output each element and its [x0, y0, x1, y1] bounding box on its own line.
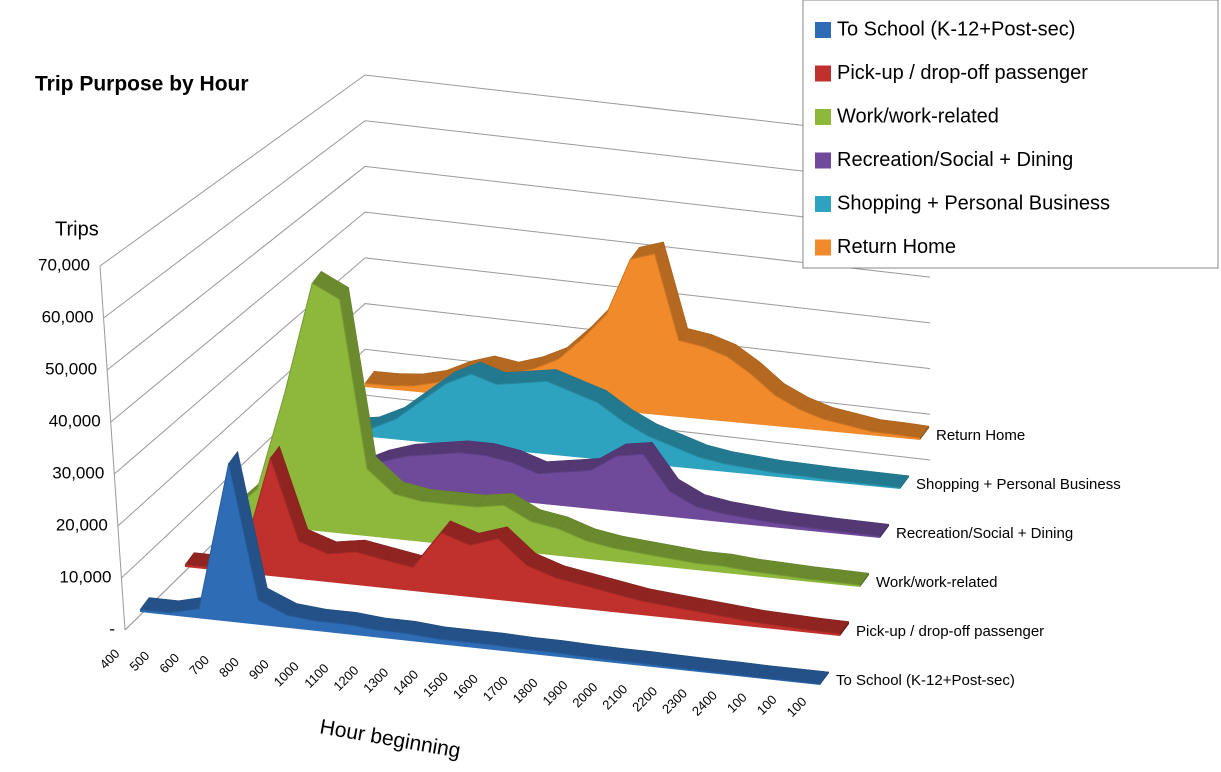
row-label: Return Home: [936, 427, 1025, 444]
area-line: [139, 463, 821, 685]
area-end-face: [880, 524, 889, 538]
area-line: [184, 456, 841, 635]
y-tick-label: 40,000: [49, 411, 101, 430]
x-tick-label: 900: [246, 656, 272, 682]
grid-line: [113, 257, 931, 475]
x-tick-label: 100: [724, 690, 750, 716]
x-tick-label: 1800: [510, 675, 541, 706]
x-tick-label: 400: [97, 646, 123, 672]
y-tick-label: -: [109, 619, 115, 638]
grid-line: [117, 303, 931, 527]
y-axis-line: [99, 265, 126, 631]
area-line: [229, 282, 861, 586]
x-tick-label: 1900: [540, 677, 571, 708]
legend-swatch: [815, 152, 831, 169]
x-tick-label: 2200: [629, 684, 660, 715]
y-tick-label: 10,000: [59, 567, 111, 586]
legend-label: Work/work-related: [837, 105, 999, 127]
legend-label: To School (K-12+Post-sec): [837, 18, 1075, 40]
legend-items: To School (K-12+Post-sec) Pick-up / drop-…: [815, 18, 1110, 258]
x-tick-label: 1400: [390, 667, 421, 698]
x-tick-label: 100: [754, 692, 780, 718]
row-label: Work/work-related: [876, 574, 997, 591]
x-tick-label: 2300: [659, 686, 690, 717]
legend-label: Recreation/Social + Dining: [837, 149, 1073, 171]
legend-label: Shopping + Personal Business: [837, 192, 1110, 214]
chart-title: Trip Purpose by Hour: [35, 73, 249, 96]
x-axis-label: Hour beginning: [318, 715, 462, 762]
x-tick-label: 1000: [271, 658, 302, 689]
legend-swatch: [815, 22, 831, 38]
x-tick-label: 1600: [450, 671, 481, 702]
area-line: [319, 373, 901, 489]
area-front: [185, 458, 840, 636]
grid-line: [103, 120, 931, 319]
legend-swatch: [815, 65, 831, 82]
area-end-face: [860, 573, 869, 587]
y-tick-label: 50,000: [45, 359, 97, 378]
grid-line: [106, 165, 931, 371]
y-tick-label: 70,000: [38, 255, 90, 274]
area-end-face: [820, 672, 829, 685]
area-end-face: [900, 475, 909, 489]
y-tick-label: 20,000: [56, 515, 108, 534]
area-front: [320, 374, 900, 489]
y-tick-label: 30,000: [52, 463, 104, 482]
area-end-face: [920, 426, 929, 440]
x-tick-label: 700: [186, 652, 212, 678]
x-tick-label: 2000: [569, 679, 600, 710]
y-axis-label: Trips: [55, 218, 99, 240]
x-tick-label: 1300: [360, 665, 391, 696]
legend-label: Pick-up / drop-off passenger: [837, 62, 1088, 84]
legend-swatch: [815, 196, 831, 212]
x-tick-label: 1100: [301, 661, 331, 691]
x-tick-label: 1500: [420, 669, 451, 700]
x-tick-label: 500: [126, 648, 152, 674]
area-front: [230, 283, 860, 587]
x-tick-label: 100: [784, 694, 810, 720]
grid-line: [110, 211, 931, 423]
row-label: Shopping + Personal Business: [916, 476, 1121, 493]
x-tick-label: 1700: [480, 673, 511, 704]
x-tick-label: 600: [156, 650, 182, 676]
legend-label: Return Home: [837, 236, 956, 258]
x-tick-label: 2100: [599, 681, 630, 712]
area-end-face: [840, 621, 849, 636]
legend: [802, 0, 1219, 269]
area-front: [275, 452, 880, 538]
x-tick-label: 800: [216, 654, 242, 680]
row-label: To School (K-12+Post-sec): [836, 672, 1015, 689]
row-label: Pick-up / drop-off passenger: [856, 623, 1044, 640]
area-front: [140, 463, 820, 685]
grid-line: [99, 74, 931, 267]
legend-swatch: [815, 109, 831, 125]
x-tick-label: 2400: [689, 688, 720, 719]
legend-swatch: [815, 239, 831, 256]
row-label: Recreation/Social + Dining: [896, 525, 1073, 542]
y-tick-label: 60,000: [42, 307, 94, 326]
x-tick-label: 1200: [330, 663, 361, 694]
plot-area: Return Home Shopping + Personal Business R…: [97, 241, 1121, 720]
